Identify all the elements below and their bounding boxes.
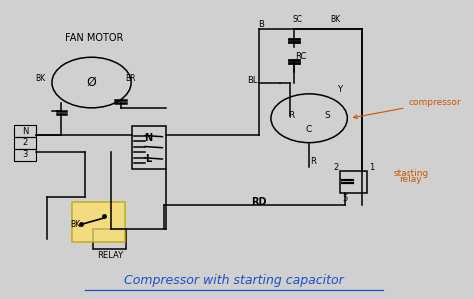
- Text: 2: 2: [22, 138, 27, 147]
- Text: RELAY: RELAY: [97, 251, 123, 260]
- Text: Compressor with starting capacitor: Compressor with starting capacitor: [124, 274, 344, 287]
- Text: 1: 1: [369, 163, 374, 172]
- Text: N: N: [22, 126, 28, 135]
- Text: BL: BL: [247, 76, 257, 85]
- Bar: [132, 126, 165, 169]
- Text: N: N: [144, 132, 152, 143]
- Text: S: S: [324, 111, 330, 120]
- Bar: [14, 125, 36, 137]
- Text: Y: Y: [337, 86, 342, 94]
- Text: SC: SC: [293, 15, 303, 24]
- Bar: [14, 149, 36, 161]
- Text: R: R: [310, 157, 316, 166]
- Bar: [340, 171, 367, 193]
- Text: BK: BK: [35, 74, 46, 83]
- Text: B: B: [258, 20, 264, 29]
- Text: 2: 2: [334, 163, 339, 172]
- Bar: [93, 229, 127, 249]
- Text: BK: BK: [70, 220, 80, 229]
- Text: L: L: [145, 154, 151, 164]
- Text: BK: BK: [330, 15, 340, 24]
- Text: 3: 3: [22, 150, 27, 159]
- Text: BR: BR: [125, 74, 136, 83]
- Bar: [14, 137, 36, 149]
- Bar: [72, 202, 125, 242]
- Text: Ø: Ø: [87, 76, 97, 89]
- Text: starting: starting: [393, 170, 428, 179]
- Text: compressor: compressor: [354, 98, 461, 119]
- Text: R: R: [288, 111, 294, 120]
- Text: relay: relay: [400, 175, 422, 184]
- Text: 5: 5: [343, 194, 348, 203]
- Text: RC: RC: [295, 52, 307, 61]
- Text: C: C: [306, 125, 312, 134]
- Text: RD: RD: [252, 197, 267, 208]
- Text: FAN MOTOR: FAN MOTOR: [64, 33, 123, 43]
